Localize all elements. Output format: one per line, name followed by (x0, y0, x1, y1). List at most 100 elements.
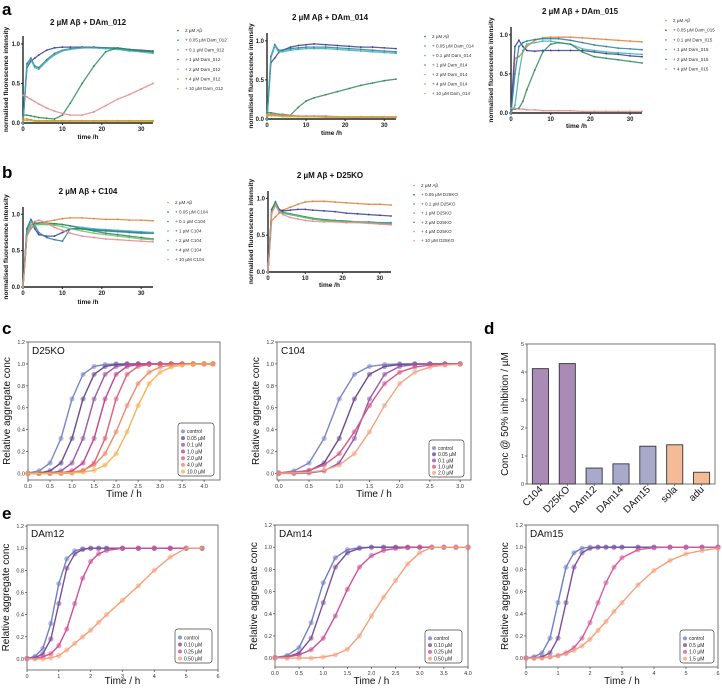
bar (693, 471, 711, 485)
series-line (23, 118, 153, 122)
legend-marker (683, 643, 687, 648)
data-point (37, 231, 40, 234)
data-point (104, 228, 107, 231)
series-line (510, 36, 643, 114)
data-point (311, 220, 314, 223)
x-axis-label: time /h (566, 123, 587, 130)
data-point (270, 208, 273, 211)
data-point (457, 361, 463, 367)
data-point (140, 236, 143, 239)
legend-entry: 2 µM Aβ (185, 28, 202, 33)
x-tick-label: 0 (266, 276, 270, 282)
series-line (22, 47, 154, 124)
data-point (81, 82, 83, 85)
data-point (104, 47, 107, 50)
legend-marker (178, 635, 182, 640)
data-point (81, 114, 83, 116)
series-line (22, 223, 154, 288)
data-point (395, 50, 397, 53)
x-tick-label: 1.0 (335, 484, 343, 490)
x-tick-label: 3.5 (440, 671, 448, 677)
data-point (383, 116, 386, 119)
data-point (104, 238, 107, 240)
data-point (313, 96, 315, 99)
legend-entry: 2.0 µM (438, 471, 453, 477)
legend-entry: 0.50 µM (184, 656, 202, 662)
data-point (53, 120, 56, 123)
data-point (128, 48, 131, 51)
data-point (324, 46, 327, 48)
x-tick-label: 2 (588, 671, 591, 677)
legend-marker (432, 464, 436, 469)
data-point (282, 213, 284, 216)
legend-marker (428, 643, 432, 648)
data-point (104, 50, 107, 53)
data-point (45, 117, 48, 120)
data-point (282, 209, 284, 212)
x-tick-label: 0 (25, 674, 28, 680)
legend-entry: 1.0 µM (187, 449, 202, 455)
data-point (116, 218, 119, 221)
y-tick-label: 0.0 (256, 117, 265, 123)
legend-entry: 2 µM Aβ (421, 183, 438, 188)
fit-line (275, 546, 468, 659)
y-tick-label: 0.2 (16, 635, 24, 641)
data-point (29, 58, 32, 61)
data-point (289, 46, 292, 48)
data-point (549, 36, 552, 39)
data-point (345, 201, 348, 204)
data-point (140, 238, 143, 240)
legend-marker (413, 203, 415, 205)
data-point (629, 55, 631, 57)
data-point (22, 286, 24, 288)
y-tick-label: 0.4 (17, 428, 25, 434)
legend-entry: + 0.1 µM Dam_014 (432, 53, 472, 58)
legend-marker (413, 221, 415, 224)
data-point (69, 227, 72, 230)
x-tick-label: 20 (587, 117, 594, 123)
data-point (378, 223, 381, 226)
data-point (311, 200, 314, 203)
y-tick-label: 1.0 (16, 546, 24, 552)
data-point (323, 200, 325, 203)
data-point (140, 232, 143, 235)
y-axis-label: normalised fluorescence intensity (248, 23, 255, 129)
data-point (522, 41, 524, 44)
x-axis-label: time /h (78, 299, 99, 306)
data-point (345, 221, 348, 224)
bar (531, 368, 549, 485)
data-point (605, 45, 608, 48)
data-point (22, 114, 24, 116)
data-point (557, 109, 560, 112)
data-point (128, 93, 131, 96)
data-point (541, 40, 544, 42)
data-point (93, 232, 95, 235)
data-point (53, 219, 56, 221)
legend-entry: 1.5 µM (689, 656, 704, 662)
data-point (29, 220, 32, 223)
data-point (557, 49, 560, 52)
data-point (549, 37, 552, 40)
legend-entry: control (434, 636, 449, 642)
x-tick-label: 4.0 (464, 671, 472, 677)
data-point (356, 212, 359, 215)
data-point (359, 84, 362, 87)
data-point (33, 100, 36, 103)
data-point (45, 49, 48, 52)
legend-marker (177, 68, 179, 71)
legend-marker (167, 249, 169, 251)
chart-0: 2 µM Aβ + DAm_012 0 10 20 30 0.0 0.5 1.0 time /h… (3, 18, 227, 141)
x-tick-label: 0.0 (24, 484, 32, 490)
y-tick-label: 4 (521, 370, 524, 376)
x-tick-label: 1.5 (344, 671, 352, 677)
data-point (367, 222, 370, 225)
data-point (334, 221, 336, 223)
data-point (617, 58, 620, 61)
x-tick-label: sola (659, 484, 680, 505)
x-axis-label: Time / h (105, 676, 141, 687)
legend-entry: + 1 µM Dam_014 (432, 63, 468, 68)
chart-1: 2 µM Aβ + DAm_014 0 10 20 30 0.0 0.5 1.0 time /h… (248, 13, 474, 137)
data-point (313, 46, 315, 48)
data-point (390, 215, 392, 217)
data-point (518, 55, 520, 58)
